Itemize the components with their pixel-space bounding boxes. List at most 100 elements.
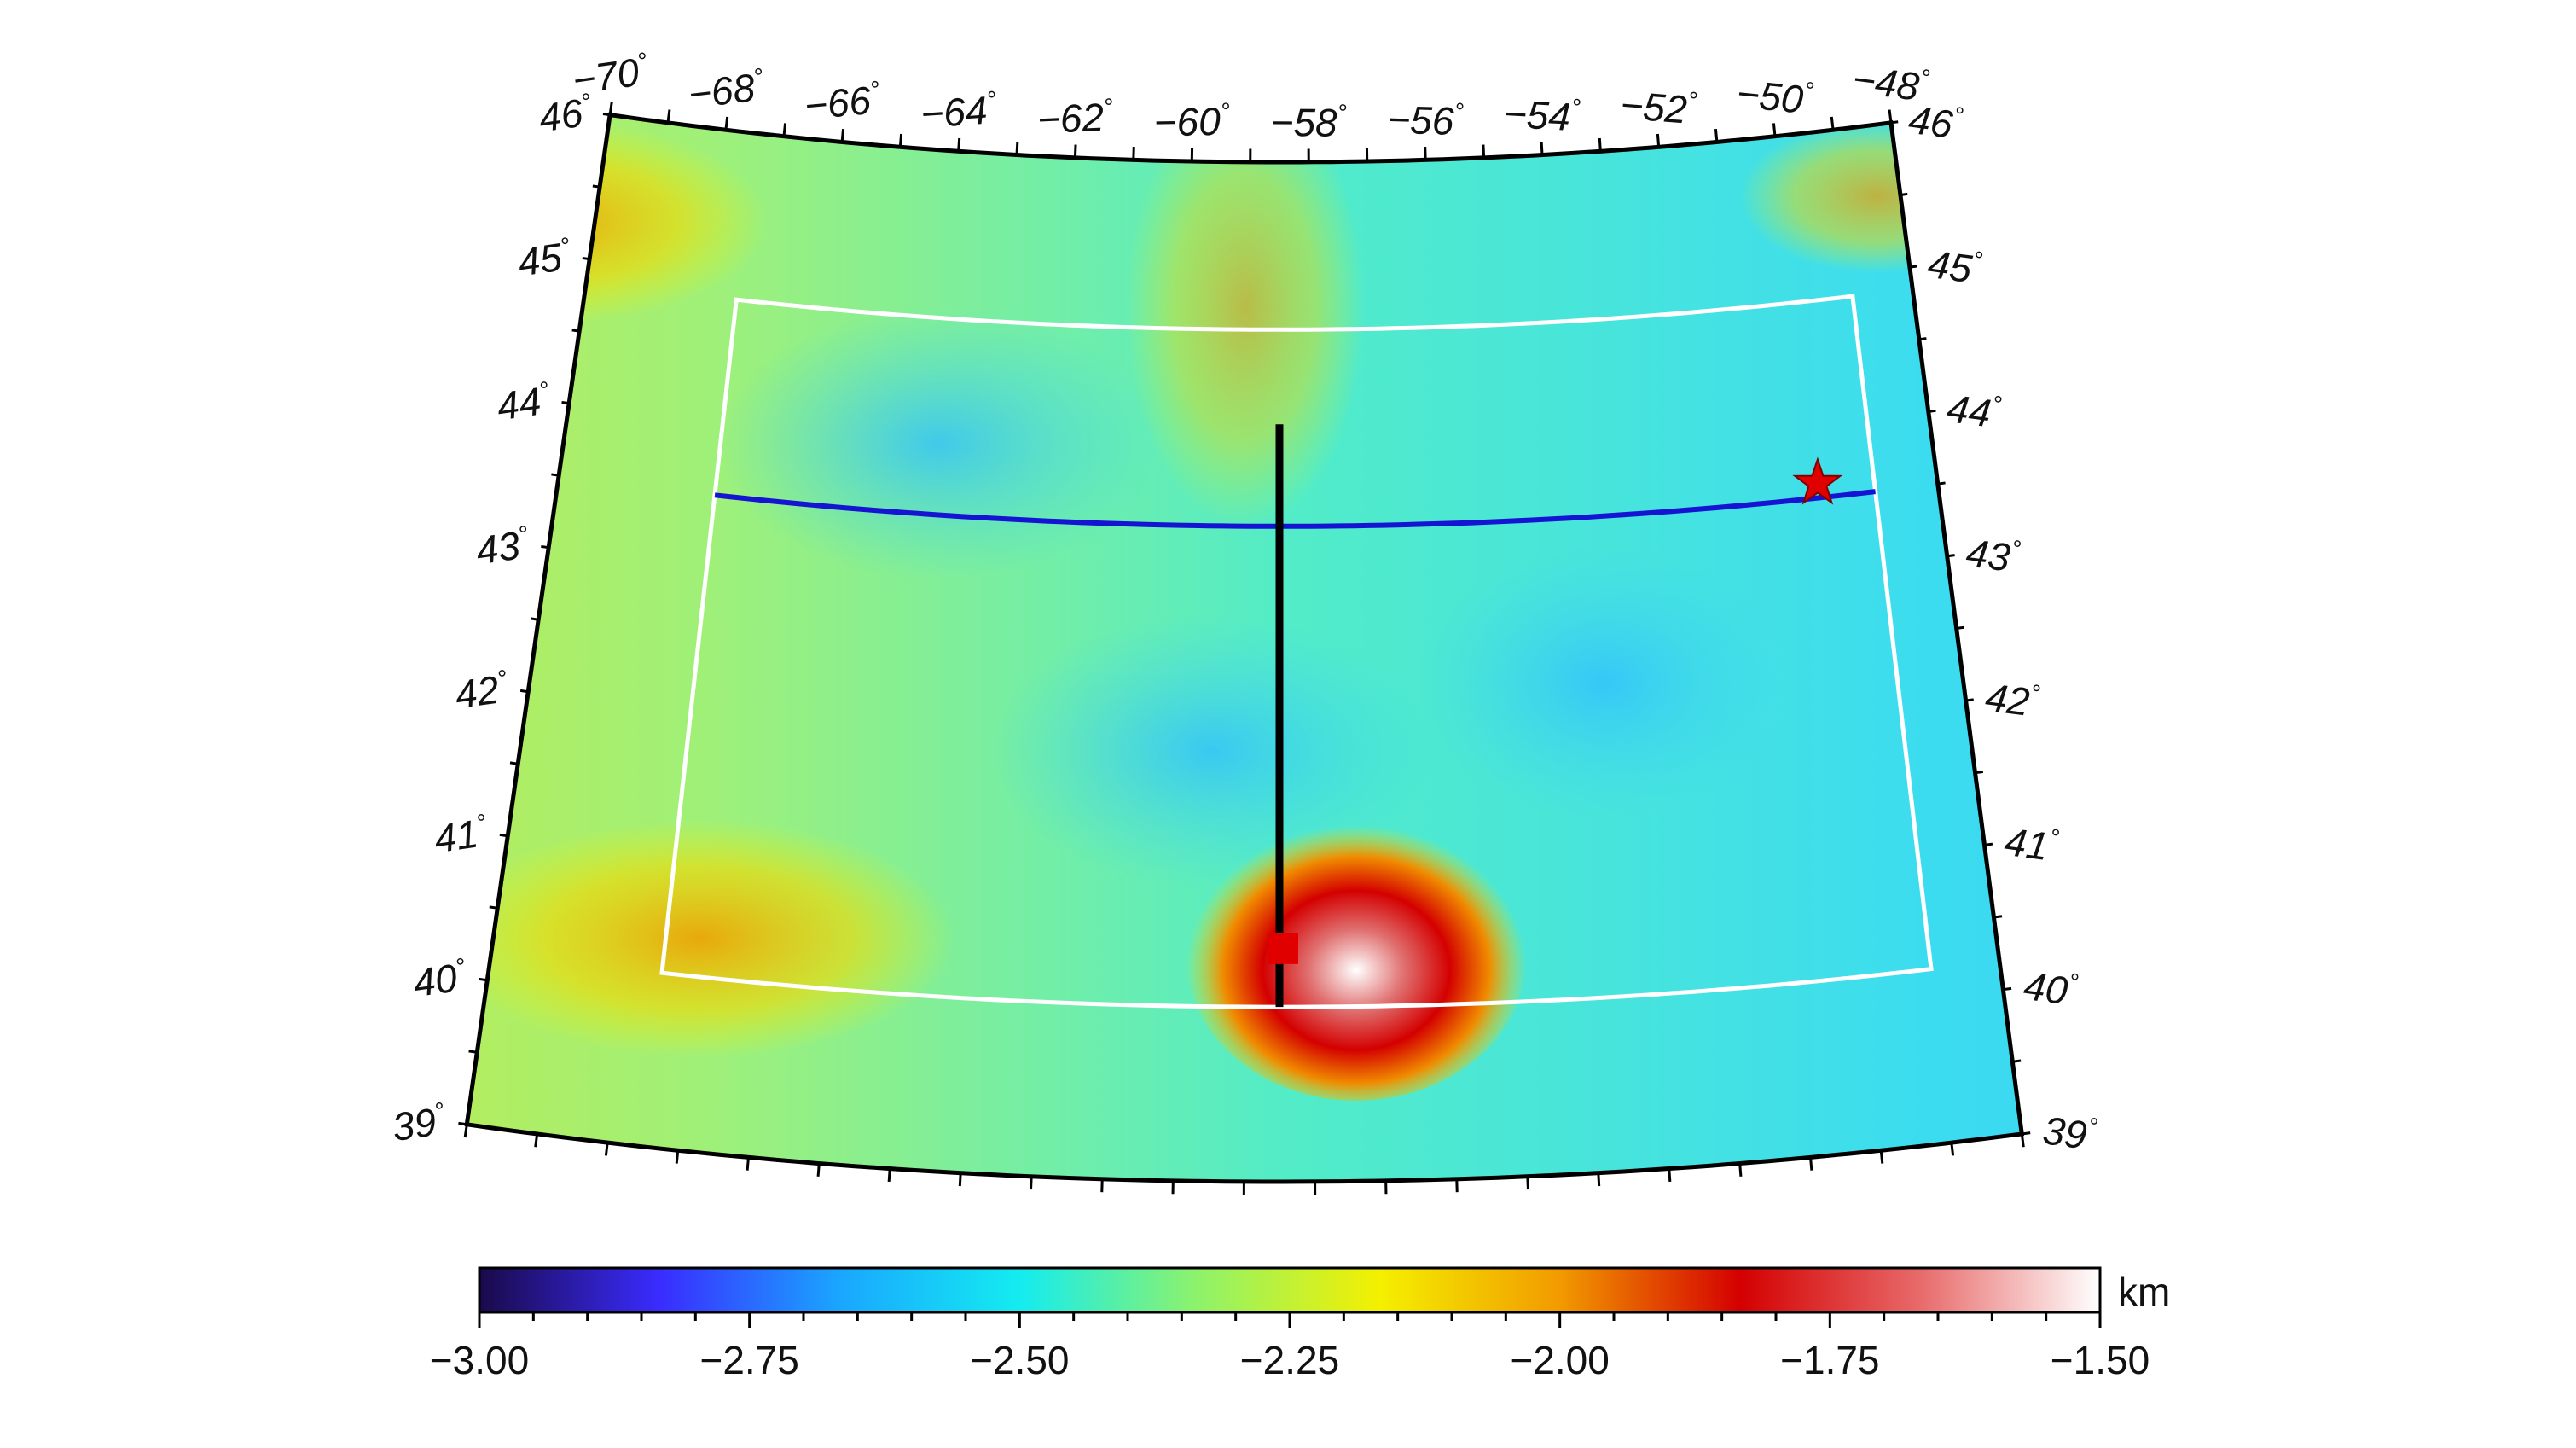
frame-tick <box>604 1142 609 1156</box>
frame-tick <box>1073 144 1077 158</box>
frame-tick <box>1482 144 1486 158</box>
frame-tick <box>1975 770 1984 775</box>
frame-tick <box>2003 986 2012 992</box>
frame-tick <box>887 1168 891 1183</box>
volcano-high <box>1186 811 1527 1101</box>
frame-tick <box>840 128 845 142</box>
frame-tick <box>1030 1176 1033 1190</box>
frame-tick <box>1830 116 1835 131</box>
latitude-label-right: 41° <box>2002 818 2061 870</box>
frame-tick <box>551 473 560 477</box>
colorbar-tick-label: −2.75 <box>699 1338 798 1382</box>
colorbar-tick-label: −1.50 <box>2051 1338 2150 1382</box>
latitude-label-left: 46° <box>536 88 595 140</box>
frame-tick <box>1772 123 1777 137</box>
latitude-labels-right: 39° 40° 41° 42° 43° 44° 45° 46° <box>1906 96 2099 1159</box>
latitude-label-left: 42° <box>452 665 511 717</box>
frame-tick <box>479 977 488 982</box>
longitude-label: −62° <box>1036 94 1114 142</box>
frame-tick <box>1965 698 1974 702</box>
frame-tick <box>519 689 529 694</box>
frame-tick <box>1656 133 1661 148</box>
longitude-label: −68° <box>686 63 767 117</box>
frame-tick <box>1597 1172 1601 1187</box>
colorbar-ticks: −3.00 −2.75 −2.50 −2.25 −2.00 −1.75 −1.50 <box>430 1312 2150 1382</box>
frame-tick <box>2022 1131 2031 1136</box>
latitude-label-right: 39° <box>2040 1107 2099 1159</box>
longitude-labels: −70° −68° −66° −64° −62° −60° −58° −56° −54° −52°… <box>570 48 1931 145</box>
frame-tick <box>592 184 600 189</box>
colorbar-tick-label: −2.00 <box>1510 1338 1609 1382</box>
longitude-label: −48° <box>1850 55 1931 110</box>
frame-tick <box>499 833 508 838</box>
frame-tick <box>582 256 590 261</box>
frame-tick <box>1809 1157 1813 1171</box>
longitude-label: −56° <box>1387 96 1465 144</box>
longitude-label: −54° <box>1503 90 1581 140</box>
frame-tick <box>816 1163 821 1177</box>
latitude-label-left: 45° <box>515 232 574 284</box>
latitude-label-right: 42° <box>1983 674 2042 726</box>
frame-tick <box>1879 1150 1884 1164</box>
frame-tick <box>1738 1163 1743 1177</box>
frame-tick <box>666 109 671 124</box>
frame-tick <box>675 1150 680 1164</box>
frame-tick <box>1890 120 1899 125</box>
longitude-label: −64° <box>920 86 999 137</box>
frame-tick <box>541 544 549 550</box>
frame-tick <box>1668 1168 1672 1183</box>
red-square-marker <box>1267 933 1298 964</box>
frame-tick <box>561 400 570 405</box>
latitude-label-right: 40° <box>2022 962 2080 1015</box>
frame-tick <box>1015 142 1019 155</box>
frame-tick <box>1956 625 1964 630</box>
study-region-box <box>659 294 1934 1009</box>
colorbar-tick-label: −2.50 <box>970 1338 1069 1382</box>
colorbar-unit: km <box>2118 1270 2170 1314</box>
frame-tick <box>1598 137 1602 152</box>
frame-tick <box>1909 265 1917 269</box>
frame-tick <box>724 116 729 131</box>
latitude-label-left: 39° <box>389 1097 448 1149</box>
longitude-label: −60° <box>1153 98 1230 145</box>
latitude-label-right: 43° <box>1964 529 2022 581</box>
red-star-marker <box>1792 456 1843 505</box>
colorbar-tick-label: −3.00 <box>430 1338 529 1382</box>
frame-tick <box>782 123 787 137</box>
frame-tick <box>534 1133 539 1148</box>
latitude-label-right: 44° <box>1945 385 2004 437</box>
colorbar-tick-label: −2.25 <box>1240 1338 1339 1382</box>
longitude-label: −66° <box>803 76 883 128</box>
frame-tick <box>602 112 611 117</box>
elevation-field <box>467 114 2022 1183</box>
frame-tick <box>1526 1176 1529 1190</box>
frame-tick <box>509 761 519 765</box>
colorbar <box>478 1266 2102 1314</box>
frame-ticks <box>458 102 2031 1195</box>
frame-tick <box>1714 128 1719 142</box>
frame-tick <box>746 1157 750 1171</box>
frame-tick <box>898 133 903 148</box>
frame-tick <box>1984 842 1993 846</box>
longitude-label: −52° <box>1619 81 1698 132</box>
latitude-label-left: 40° <box>410 953 469 1005</box>
latitude-label-right: 46° <box>1906 96 1965 148</box>
latitude-labels-left: 39° 40° 41° 42° 43° 44° 45° 46° <box>389 88 595 1149</box>
frame-tick <box>468 1050 478 1054</box>
frame-tick <box>1928 409 1936 413</box>
latitude-label-left: 43° <box>473 520 532 573</box>
frame-tick <box>1918 337 1927 341</box>
frame-tick <box>458 1121 467 1126</box>
frame-tick <box>1950 1142 1955 1156</box>
frame-tick <box>608 102 613 115</box>
longitude-label: −70° <box>570 48 652 103</box>
horizontal-profile-line <box>714 489 1876 529</box>
frame-tick <box>571 329 580 333</box>
frame-tick <box>1888 109 1893 124</box>
frame-tick <box>957 137 961 152</box>
latitude-label-left: 41° <box>432 809 490 861</box>
frame-tick <box>463 1124 468 1138</box>
frame-tick <box>1993 915 2003 919</box>
longitude-label: −58° <box>1270 99 1347 145</box>
